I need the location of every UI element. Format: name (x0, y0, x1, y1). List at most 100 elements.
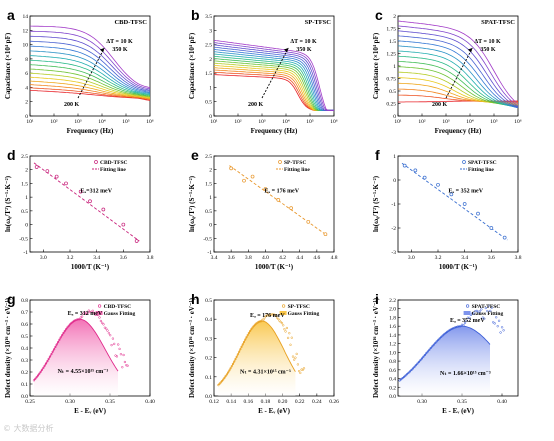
capacitance-curve-b (213, 39, 334, 111)
ytick-label-b: 3 (209, 28, 212, 34)
activation-energy-g: Eₐ = 312 meV (68, 311, 103, 317)
ytick-label-f: 1 (393, 154, 396, 160)
defect-point-i (414, 364, 418, 367)
ytick-label-f: 0 (393, 178, 396, 184)
panel-title-a: CBD-TFSC (114, 19, 147, 26)
ylabel-e: ln(ω₀/T²) (S⁻¹·K⁻²) (188, 175, 196, 232)
defect-point-h (296, 363, 300, 366)
trap-density-g: Nₜ = 4.55×10¹⁵ cm⁻³ (58, 369, 109, 375)
gauss-fill-g (34, 319, 118, 396)
xtick-label-i: 0.35 (457, 399, 467, 405)
xtick-label-h: 0.16 (243, 399, 253, 405)
xlabel-f: 1000/T (K⁻¹) (439, 263, 478, 271)
defect-point-h (250, 328, 253, 331)
defect-point-h (299, 371, 302, 375)
defect-point-i (502, 329, 505, 332)
ytick-label-g: 0.0 (21, 394, 28, 400)
arrow-head-b (283, 48, 289, 53)
ytick-label-i: 1.2 (389, 342, 396, 348)
defect-point-i (496, 325, 499, 328)
xlabel-g: E - Eᵥ (eV) (74, 407, 107, 415)
defect-point-g (66, 326, 69, 329)
capacitance-curve-c (397, 20, 519, 105)
xlabel-i: E - Eᵥ (eV) (442, 407, 475, 415)
defect-point-h (294, 356, 297, 359)
delta-t-label-b: ΔT = 10 K (290, 39, 317, 45)
defect-point-i (413, 365, 416, 368)
defect-point-i (463, 321, 467, 325)
capacitance-curve-a (29, 80, 151, 99)
defect-point-h (271, 313, 274, 316)
defect-point-i (483, 317, 486, 320)
defect-point-h (300, 368, 303, 371)
defect-point-g (109, 334, 112, 337)
xtick-label-b: 10³ (258, 119, 266, 125)
defect-point-h (262, 318, 265, 321)
xtick-label-i: 0.30 (417, 399, 427, 405)
legend-marker-d (94, 160, 98, 164)
legend-title-e: SP-TFSC (284, 160, 306, 166)
ytick-label-i: 2.0 (389, 307, 396, 313)
data-point-d (101, 207, 106, 212)
defect-point-i (492, 321, 495, 324)
defect-point-i (416, 362, 419, 365)
defect-point-h (248, 329, 252, 333)
defect-point-h (219, 381, 222, 384)
ytick-label-i: 2.2 (389, 298, 396, 304)
xtick-label-a: 10¹ (26, 119, 34, 125)
ytick-label-c: 1.75 (386, 27, 396, 33)
ytick-label-c: 0.5 (389, 89, 396, 95)
defect-point-h (277, 317, 280, 321)
ytick-label-h: 0.2 (205, 356, 212, 362)
ytick-label-d: -0.5 (19, 236, 28, 242)
defect-point-h (285, 326, 289, 330)
xtick-label-c: 10² (418, 119, 426, 125)
low-temp-label-b: 200 K (248, 102, 264, 108)
defect-point-g (111, 337, 115, 340)
defect-point-i (435, 340, 438, 343)
capacitance-curve-a (29, 59, 151, 96)
defect-point-h (274, 314, 277, 317)
capacitance-curve-a (29, 68, 151, 97)
defect-point-g (119, 353, 123, 356)
panel-label-i: i (375, 291, 379, 307)
capacitance-curve-c (397, 40, 519, 109)
xlabel-e: 1000/T (K⁻¹) (255, 263, 294, 271)
data-point-d (34, 165, 39, 169)
ytick-label-c: 1.25 (386, 52, 396, 58)
ylabel-d: ln(ω₀/T²) (S⁻¹·K⁻²) (4, 175, 12, 232)
xtick-label-h: 0.24 (312, 399, 322, 405)
ytick-label-h: 0.5 (205, 298, 212, 304)
defect-point-g (93, 311, 96, 315)
panel-a: a Capacitance (×10⁴ pF) Frequency (Hz) 10¹ 1… (4, 7, 154, 135)
defect-point-h (263, 316, 266, 319)
defect-point-i (434, 341, 437, 345)
delta-t-label-c: ΔT = 10 K (474, 39, 501, 45)
capacitance-curve-a (29, 76, 151, 99)
defect-point-i (445, 330, 449, 334)
fitting-line-f (401, 162, 508, 241)
defect-point-i (443, 333, 446, 336)
defect-point-g (32, 379, 36, 382)
panel-label-b: b (191, 7, 200, 23)
defect-point-i (465, 319, 468, 323)
defect-point-i (426, 350, 429, 353)
data-point-e (242, 178, 246, 183)
legend-title-g: CBD-TFSC (104, 304, 132, 310)
legend-swatch-h (279, 311, 287, 315)
activation-energy-e: Eₐ = 176 meV (264, 188, 299, 194)
defect-point-h (291, 355, 295, 358)
ytick-label-i: 0.2 (389, 385, 396, 391)
data-point-e (263, 187, 268, 191)
legend-fit-h: Gauss Fitting (288, 311, 320, 317)
legend-swatch-i (463, 311, 471, 315)
ytick-label-h: 0.1 (205, 375, 212, 381)
ytick-label-i: 0.0 (389, 394, 396, 400)
ytick-label-g: 0.7 (21, 310, 28, 316)
ytick-label-a: 0 (25, 114, 28, 120)
ytick-label-d: 1.5 (21, 181, 28, 187)
defect-point-i (490, 306, 493, 309)
ytick-label-c: 0.75 (386, 77, 396, 83)
